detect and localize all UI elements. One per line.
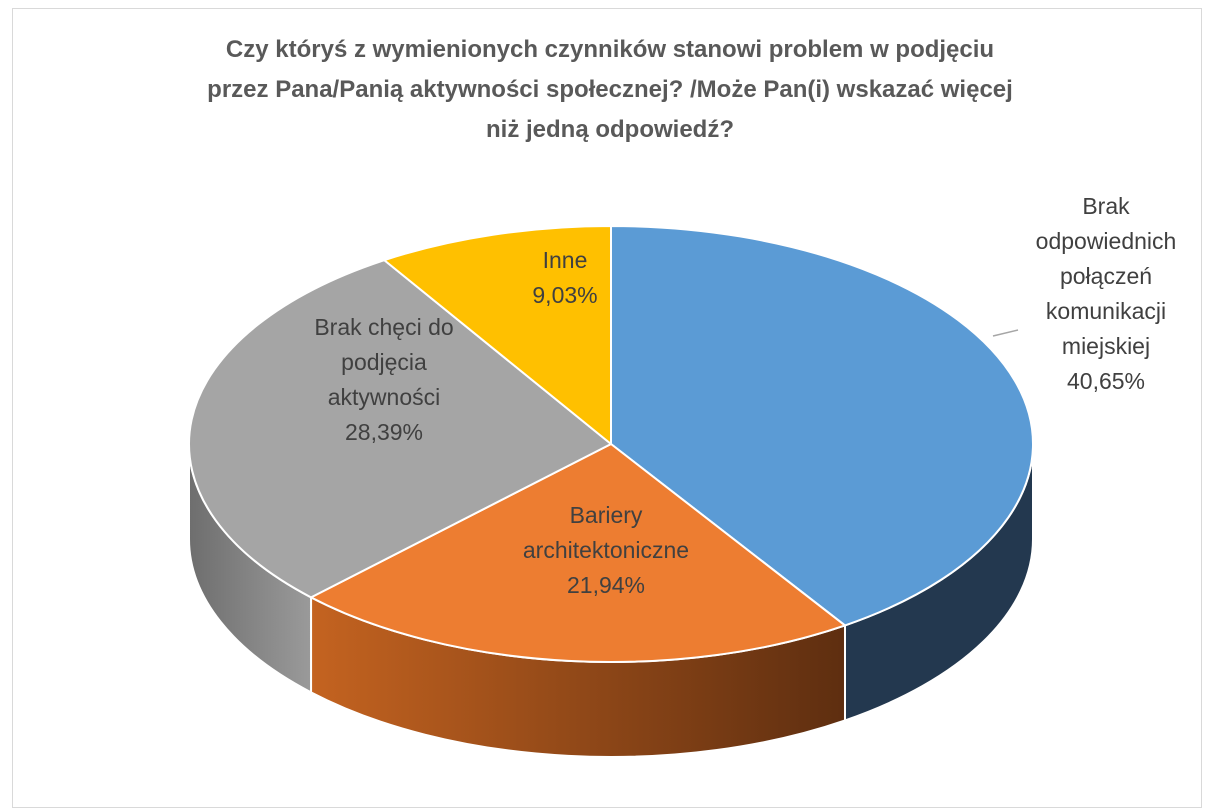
chart-title-line-2: przez Pana/Panią aktywności społecznej? …: [207, 76, 1013, 103]
chart-title: Czy któryś z wymienionych czynników stan…: [120, 30, 1100, 150]
slice-value-label: 40,65%: [1067, 368, 1145, 394]
chart-title-line-1: Czy któryś z wymienionych czynników stan…: [225, 36, 995, 63]
slice-category-label: Brak chęci do: [314, 314, 453, 340]
slice-category-label: architektoniczne: [523, 537, 689, 563]
slice-category-label: odpowiednich: [1036, 228, 1177, 254]
slice-category-label: komunikacji: [1046, 298, 1166, 324]
slice-label-1: Brak odpowiednich połączeń komunikacji miejs…: [1036, 193, 1177, 394]
slice-label-2: Bariery architektoniczne 21,94%: [523, 502, 689, 598]
slice-category-label: Bariery: [570, 502, 643, 528]
slice-category-label: aktywności: [328, 384, 440, 410]
pie-chart: Brak odpowiednich połączeń komunikacji miejs…: [188, 193, 1177, 758]
chart-title-line-3: niż jedną odpowiedź?: [486, 116, 734, 143]
leader-line: [992, 329, 1019, 337]
slice-category-label: miejskiej: [1062, 333, 1150, 359]
slice-value-label: 28,39%: [345, 419, 423, 445]
slice-category-label: podjęcia: [341, 349, 427, 375]
slice-category-label: połączeń: [1060, 263, 1152, 289]
pie-slice-2: [310, 443, 846, 663]
slice-value-label: 9,03%: [532, 282, 597, 308]
pie-slice-3: [188, 259, 612, 599]
slice-label-4: Inne 9,03%: [532, 247, 597, 308]
pie-slice-4: [383, 225, 612, 445]
slice-category-label: Brak: [1082, 193, 1130, 219]
slice-value-label: 21,94%: [567, 572, 645, 598]
slice-category-label: Inne: [543, 247, 588, 273]
slice-label-3: Brak chęci do podjęcia aktywności 28,39%: [314, 314, 453, 445]
